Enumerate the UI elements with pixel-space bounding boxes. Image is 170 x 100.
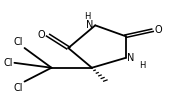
Text: Cl: Cl xyxy=(3,58,13,68)
Text: O: O xyxy=(38,30,46,40)
Text: Cl: Cl xyxy=(13,37,23,47)
Text: H: H xyxy=(84,12,90,21)
Text: N: N xyxy=(86,20,94,30)
Text: N: N xyxy=(127,53,135,63)
Text: H: H xyxy=(139,61,146,70)
Text: O: O xyxy=(155,25,163,35)
Text: Cl: Cl xyxy=(13,82,23,93)
